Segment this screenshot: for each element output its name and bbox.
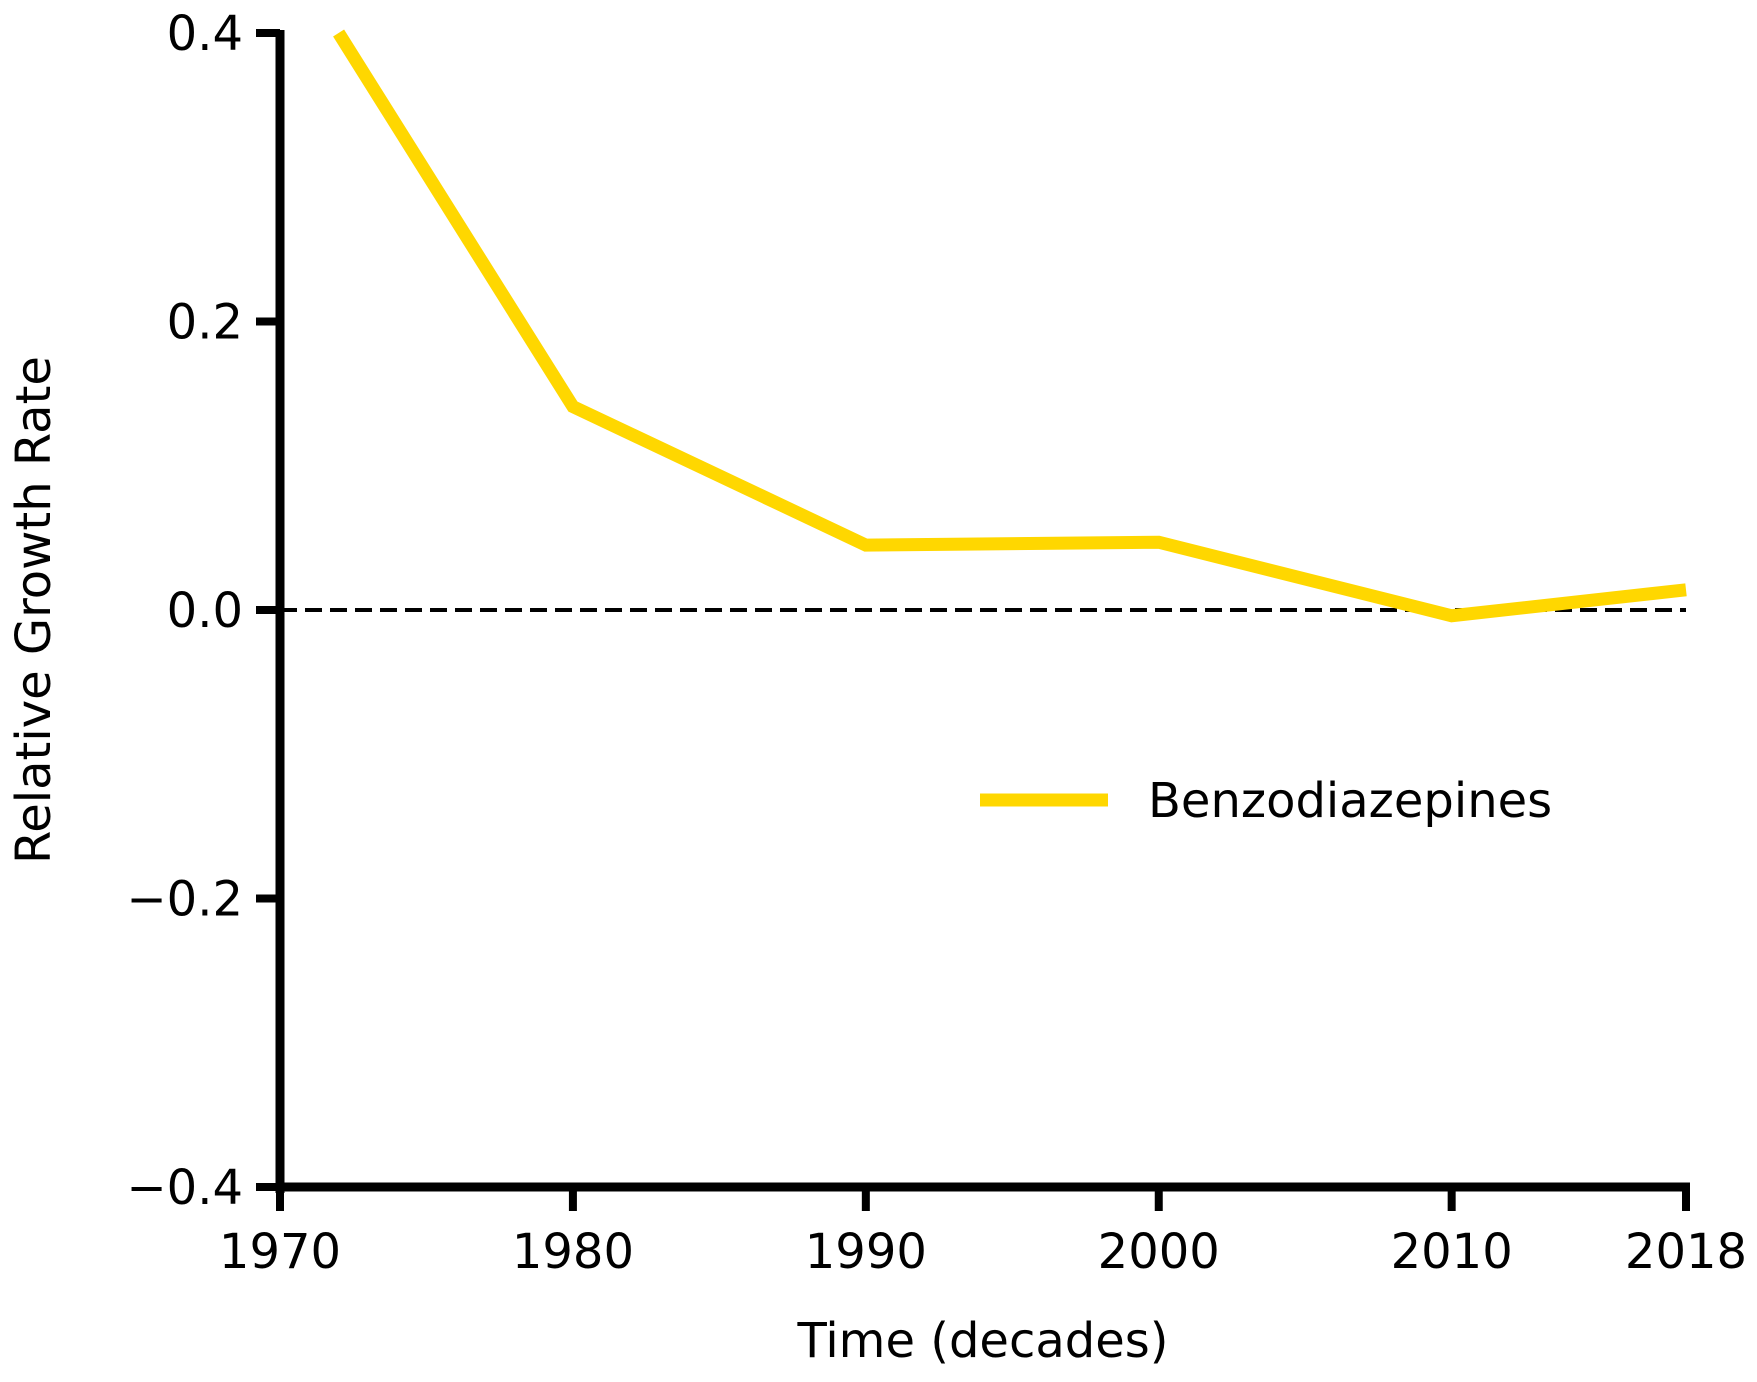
- x-tick-label: 1980: [512, 1224, 634, 1280]
- legend-label-benzodiazepines: Benzodiazepines: [1148, 773, 1552, 829]
- x-axis-label: Time (decades): [797, 1313, 1169, 1369]
- series-line-benzodiazepines: [333, 29, 1687, 623]
- y-tick-label: −0.2: [126, 872, 243, 928]
- x-tick-label: 2018: [1625, 1224, 1747, 1280]
- x-tick-label: 2010: [1391, 1224, 1513, 1280]
- y-tick-label: 0.2: [167, 295, 243, 351]
- legend: Benzodiazepines: [980, 773, 1552, 829]
- x-tick-label: 2000: [1098, 1224, 1220, 1280]
- y-axis-label: Relative Growth Rate: [6, 356, 62, 864]
- x-tick-label: 1970: [219, 1224, 341, 1280]
- x-tick-label: 1990: [805, 1224, 927, 1280]
- ticks-layer: 1970 1980 1990 2000 2010 2018 −0.4 −0.2 0.0 0.2 0.…: [126, 6, 1747, 1280]
- y-tick-label: −0.4: [126, 1160, 243, 1216]
- y-tick-label: 0.4: [167, 6, 243, 62]
- series-layer: [333, 29, 1687, 623]
- y-tick-label: 0.0: [167, 583, 243, 639]
